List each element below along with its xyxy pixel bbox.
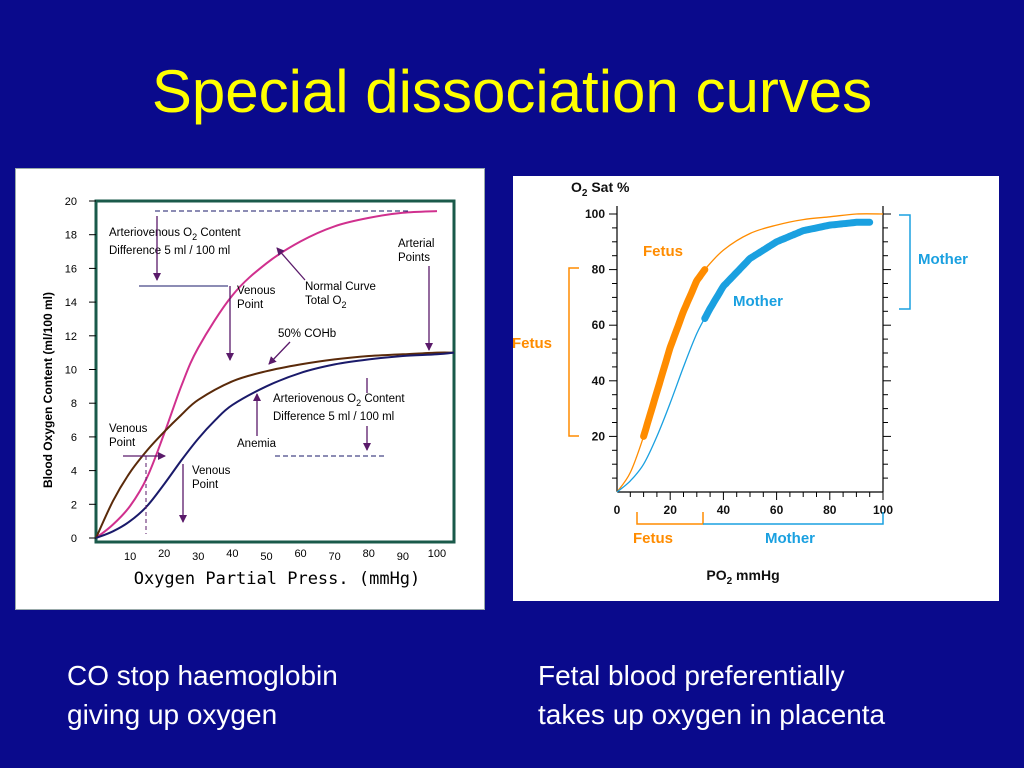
y-tick-label: 8 <box>71 398 77 410</box>
fetus-curve-label: Fetus <box>643 243 683 260</box>
caption-fetal: Fetal blood preferentially takes up oxyg… <box>538 656 998 734</box>
fetal-chart-svg: O2 Sat % 20 40 60 80 100 0 20 40 60 80 100 PO2 mmH… <box>513 179 968 587</box>
y-tick-label: 6 <box>71 432 77 444</box>
coHb-curve <box>95 351 455 539</box>
normal-curve <box>95 210 438 539</box>
x-tick-label: 80 <box>363 548 375 560</box>
y-tick-label: 18 <box>65 230 77 242</box>
normal-curve-label: Normal Curve <box>305 281 376 293</box>
venous-low-label: Venous <box>192 465 231 477</box>
mother-x-bracket <box>703 512 884 525</box>
x-tick-label: 80 <box>823 503 837 517</box>
y-tick-label: 80 <box>592 263 606 277</box>
y-tick-label: 40 <box>592 374 606 388</box>
plot-frame <box>94 199 456 544</box>
caption-co-line-1: CO stop haemoglobin <box>67 660 338 691</box>
x-tick-label: 90 <box>397 551 409 563</box>
caption-fetal-line-2: takes up oxygen in placenta <box>538 699 886 730</box>
caption-co-line-2: giving up oxygen <box>67 699 278 730</box>
y-tick-label: 0 <box>71 533 77 545</box>
x-axis-label: Oxygen Partial Press. (mmHg) <box>134 569 421 589</box>
venous-point-upper-label: Venous <box>237 285 276 297</box>
normal-curve-arrow <box>276 247 306 281</box>
y-tick-label: 10 <box>65 365 77 377</box>
slide-title: Special dissociation curves <box>151 58 873 125</box>
y-axis-title: O2 Sat % <box>571 179 630 199</box>
fetus-x-label: Fetus <box>633 530 673 547</box>
mother-highlight <box>701 218 874 322</box>
y-tick-label: 14 <box>65 297 77 309</box>
av-diff-top-value: Difference 5 ml / 100 ml <box>109 245 230 257</box>
y-tick-label: 60 <box>592 318 606 332</box>
x-tick-label: 30 <box>192 551 204 563</box>
mother-y-bracket <box>899 214 911 310</box>
x-tick-label: 10 <box>124 551 136 563</box>
co-dissociation-chart: 0 2 4 6 8 10 12 14 16 18 20 10 20 30 40 50 60 70 80 90 100 B… <box>15 168 485 610</box>
x-tick-label: 70 <box>329 551 341 563</box>
fetus-y-bracket <box>568 267 579 437</box>
fetus-highlight <box>640 266 709 440</box>
y-tick-label: 2 <box>71 499 77 511</box>
cohb-arrow <box>268 341 291 365</box>
y-tick-label: 100 <box>585 207 605 221</box>
arterial-points-label: Arterial <box>398 238 434 250</box>
x-tick-label: 0 <box>614 503 621 517</box>
cohb-label: 50% COHb <box>278 328 336 340</box>
co-chart-svg: 0 2 4 6 8 10 12 14 16 18 20 10 20 30 40 50 60 70 80 90 100 B… <box>41 196 456 589</box>
x-tick-label: 50 <box>260 551 272 563</box>
venous-left-label: Venous <box>109 423 148 435</box>
anemia-label: Anemia <box>237 438 277 450</box>
y-tick-label: 16 <box>65 263 77 275</box>
x-tick-label: 20 <box>664 503 678 517</box>
range-brackets: Fetus Mother Fetus Mother Fetus Mother <box>513 214 968 547</box>
annotations: Arteriovenous O2 Content Difference 5 ml… <box>109 210 434 534</box>
venous-low-label-2: Point <box>192 479 219 491</box>
venous-left-label-2: Point <box>109 437 136 449</box>
y-axis-label: Blood Oxygen Content (ml/100 ml) <box>41 292 55 488</box>
x-tick-label: 40 <box>226 548 238 560</box>
mother-curve-label: Mother <box>733 293 783 310</box>
fetus-x-bracket <box>636 512 704 525</box>
anemia-curve <box>95 351 455 539</box>
av-diff-bottom-label: Arteriovenous O2 Content <box>273 393 405 408</box>
y-tick-label: 20 <box>592 429 606 443</box>
av-diff-bottom-value: Difference 5 ml / 100 ml <box>273 411 394 423</box>
x-tick-label: 100 <box>873 503 893 517</box>
y-tick-label: 12 <box>65 331 77 343</box>
x-axis-label: PO2 mmHg <box>706 567 779 587</box>
caption-fetal-line-1: Fetal blood preferentially <box>538 660 845 691</box>
venous-point-upper-label-2: Point <box>237 299 264 311</box>
x-tick-label: 20 <box>158 548 170 560</box>
mother-y-label: Mother <box>918 251 968 268</box>
total-o2-label: Total O2 <box>305 295 346 310</box>
fetus-y-label: Fetus <box>513 335 552 352</box>
x-tick-label: 40 <box>717 503 731 517</box>
fetal-maternal-chart: O2 Sat % 20 40 60 80 100 0 20 40 60 80 100 PO2 mmH… <box>513 176 999 601</box>
mother-x-label: Mother <box>765 530 815 547</box>
x-tick-label: 60 <box>294 548 306 560</box>
arterial-points-label-2: Points <box>398 252 430 264</box>
y-tick-label: 20 <box>65 196 77 208</box>
y-tick-label: 4 <box>71 466 77 478</box>
caption-co: CO stop haemoglobin giving up oxygen <box>67 656 487 734</box>
x-tick-label: 60 <box>770 503 784 517</box>
x-tick-label: 100 <box>428 548 446 560</box>
av-diff-top-label: Arteriovenous O2 Content <box>109 227 241 242</box>
